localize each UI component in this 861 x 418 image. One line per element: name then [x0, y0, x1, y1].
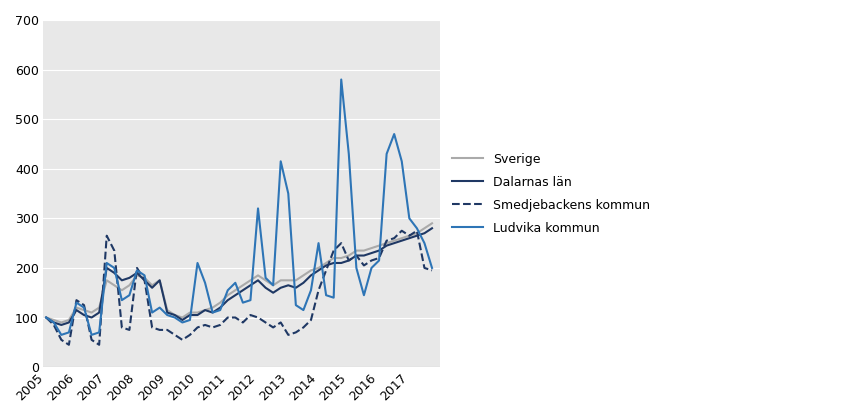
Line: Ludvika kommun: Ludvika kommun [46, 79, 432, 335]
Sverige [404, 233, 414, 238]
Dalarnas län [56, 322, 66, 327]
Dalarnas län [230, 293, 240, 298]
Ludvika kommun [298, 308, 308, 313]
Dalarnas län [283, 283, 294, 288]
Sverige [298, 273, 308, 278]
Dalarnas län [427, 226, 437, 231]
Sverige [56, 320, 66, 325]
Smedjebackens kommun [79, 303, 90, 308]
Smedjebackens kommun [253, 315, 263, 320]
Line: Sverige: Sverige [46, 223, 432, 322]
Line: Smedjebackens kommun: Smedjebackens kommun [46, 231, 432, 345]
Dalarnas län [298, 280, 308, 285]
Line: Dalarnas län: Dalarnas län [46, 228, 432, 325]
Ludvika kommun [253, 206, 263, 211]
Sverige [41, 315, 52, 320]
Ludvika kommun [79, 305, 90, 310]
Sverige [79, 308, 90, 313]
Smedjebackens kommun [298, 325, 308, 330]
Ludvika kommun [41, 315, 52, 320]
Ludvika kommun [427, 265, 437, 270]
Smedjebackens kommun [64, 342, 74, 347]
Ludvika kommun [283, 191, 294, 196]
Sverige [427, 221, 437, 226]
Ludvika kommun [230, 280, 240, 285]
Dalarnas län [41, 315, 52, 320]
Smedjebackens kommun [397, 228, 407, 233]
Sverige [283, 278, 294, 283]
Legend: Sverige, Dalarnas län, Smedjebackens kommun, Ludvika kommun: Sverige, Dalarnas län, Smedjebackens kom… [446, 146, 657, 241]
Smedjebackens kommun [185, 332, 195, 337]
Sverige [230, 288, 240, 293]
Sverige [185, 310, 195, 315]
Dalarnas län [79, 313, 90, 318]
Dalarnas län [185, 313, 195, 318]
Dalarnas län [404, 236, 414, 241]
Smedjebackens kommun [41, 315, 52, 320]
Smedjebackens kommun [230, 315, 240, 320]
Ludvika kommun [56, 332, 66, 337]
Ludvika kommun [185, 318, 195, 323]
Smedjebackens kommun [283, 332, 294, 337]
Ludvika kommun [336, 77, 346, 82]
Smedjebackens kommun [427, 268, 437, 273]
